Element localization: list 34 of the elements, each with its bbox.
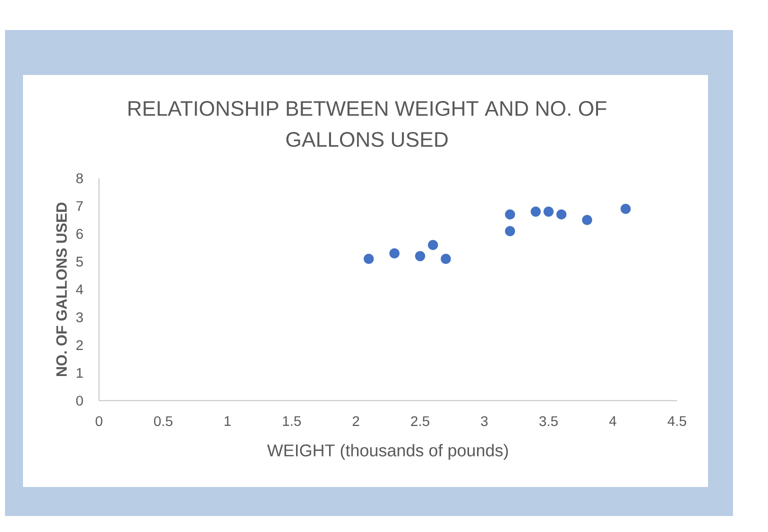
x-tick-label: 3 [480, 416, 488, 426]
x-axis-title: WEIGHT (thousands of pounds) [267, 444, 508, 460]
y-tick-label: 3 [76, 312, 83, 322]
x-tick-label: 2.5 [411, 416, 430, 426]
x-tick-label: 0.5 [154, 416, 172, 426]
y-tick-label: 5 [76, 256, 83, 267]
y-tick-label: 0 [76, 396, 83, 406]
y-tick-label: 2 [76, 340, 83, 350]
point [556, 209, 567, 220]
point [582, 214, 592, 226]
y-tick-label: 8 [76, 173, 83, 184]
point [389, 248, 400, 258]
point [440, 254, 451, 264]
x-tick-label: 2 [352, 416, 360, 426]
point [428, 240, 438, 250]
point [415, 251, 426, 262]
x-tick-label: 4.5 [668, 416, 686, 426]
y-tick-label: 4 [76, 284, 84, 294]
x-tick-label: 0 [96, 416, 102, 426]
chart-title: RELATIONSHIP BETWEEN WEIGHT AND NO. OF GALLONS USED [128, 101, 606, 147]
point [504, 209, 516, 220]
x-tick-label: 1.5 [283, 416, 301, 426]
point [530, 206, 541, 217]
x-tick-label: 3.5 [539, 416, 558, 426]
y-axis-title: NO. OF GALLONS USED [56, 202, 67, 376]
x-tick-label: 4 [609, 416, 616, 426]
x-tick-label: 1 [224, 416, 231, 426]
y-tick-label: 1 [76, 368, 83, 378]
y-tick-label: 7 [76, 201, 83, 211]
point [543, 206, 554, 217]
y-tick-label: 6 [76, 228, 83, 239]
point [364, 254, 374, 264]
point [504, 226, 516, 236]
point [620, 204, 631, 214]
